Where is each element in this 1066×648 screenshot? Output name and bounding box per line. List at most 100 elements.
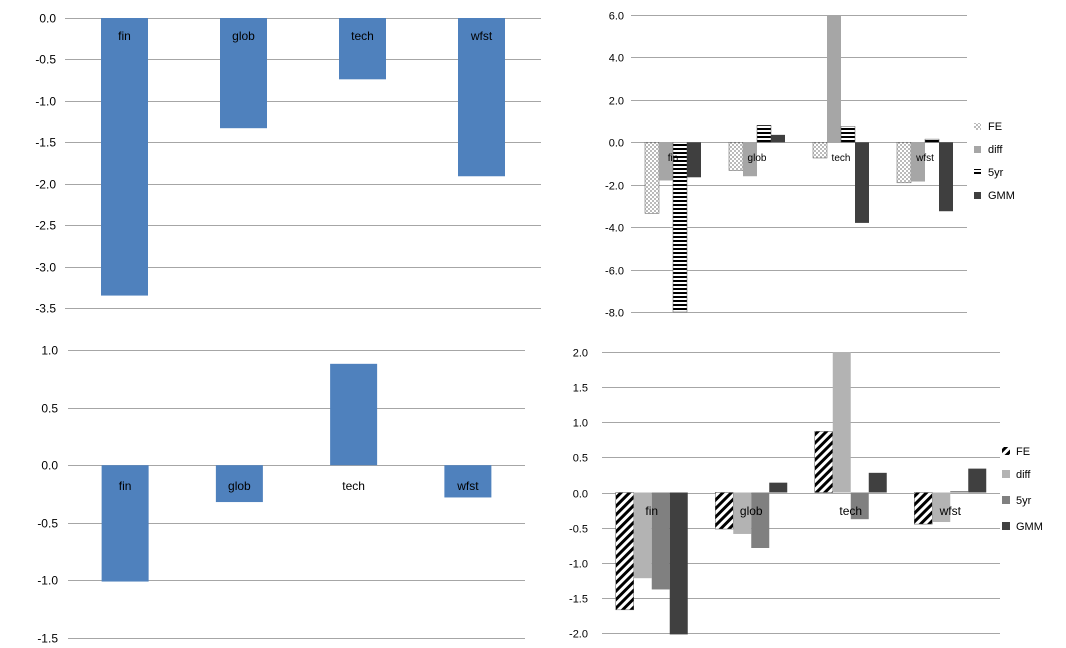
bar-wfst-FE [896, 142, 912, 184]
bar-wfst-5yr [924, 138, 940, 143]
legend-swatch-FE [974, 123, 981, 130]
category-label-fin: fin [119, 479, 132, 493]
bar-wfst-GMM [939, 142, 953, 212]
legend-swatch-GMM [1002, 522, 1010, 530]
bar-fin-GMM [687, 142, 701, 178]
category-label-tech: tech [839, 504, 862, 518]
bar-glob-5yr [751, 492, 770, 548]
y-tick-label: 2.0 [573, 348, 588, 360]
category-label-glob: glob [232, 29, 255, 43]
y-tick-label: -8.0 [605, 308, 624, 320]
bar-wfst-GMM [968, 468, 987, 493]
y-tick-label: 4.0 [609, 53, 624, 65]
category-label-fin: fin [118, 29, 131, 43]
bar-tech-5yr [850, 492, 869, 520]
bar-glob-diff [733, 492, 752, 534]
y-tick-label: 1.5 [573, 383, 588, 395]
y-tick-label: 2.0 [609, 96, 624, 108]
category-label-tech: tech [832, 153, 851, 164]
y-tick-label: -0.5 [35, 53, 56, 67]
legend-label-5yr: 5yr [988, 167, 1004, 179]
bar-wfst [444, 465, 492, 498]
legend-swatch-diff [974, 146, 981, 153]
category-label-wfst: wfst [456, 479, 479, 493]
legend-label-5yr: 5yr [1016, 495, 1032, 507]
bar-glob [215, 465, 263, 503]
bar-fin-FE [644, 142, 660, 214]
bar-tech [330, 363, 378, 466]
bar-glob-5yr [756, 125, 772, 143]
bar-tech-diff [832, 352, 851, 493]
bar-fin-GMM [669, 492, 688, 635]
category-label-glob: glob [748, 153, 767, 164]
y-tick-label: -0.5 [37, 517, 58, 531]
category-label-wfst: wfst [470, 29, 493, 43]
bar-wfst-diff [932, 492, 951, 523]
y-tick-label: -3.0 [35, 261, 56, 275]
bar-tech-FE [812, 142, 828, 159]
legend-label-diff: diff [1016, 469, 1031, 481]
y-tick-label: -3.5 [35, 302, 56, 316]
category-label-wfst: wfst [915, 153, 934, 164]
legend-label-FE: FE [1016, 446, 1030, 458]
y-tick-label: 0.0 [39, 12, 56, 26]
category-label-tech: tech [342, 479, 365, 493]
bar-glob-FE [728, 142, 744, 171]
y-tick-label: 6.0 [609, 11, 624, 23]
chart-2: 6.0 4.0 2.0 0.0 -2.0 -4.0 -6.0 -8.0 fin glob tech w… [605, 11, 1015, 320]
chart-4: 2.0 1.5 1.0 0.5 0.0 -0.5 -1.0 -1.5 -2.0 fin glob te… [569, 348, 1043, 641]
y-tick-label: -1.5 [37, 632, 58, 646]
legend-swatch-FE [1002, 447, 1010, 455]
legend-label-diff: diff [988, 144, 1003, 156]
y-tick-label: 1.0 [573, 418, 588, 430]
bar-wfst-5yr [950, 491, 969, 493]
category-label-glob: glob [740, 504, 763, 518]
bar-fin-diff [633, 492, 652, 579]
y-tick-label: -1.5 [569, 594, 588, 606]
bar-fin [101, 18, 148, 296]
y-tick-label: -4.0 [605, 223, 624, 235]
bar-fin-5yr [672, 142, 688, 313]
chart-1: 0.0 -0.5 -1.0 -1.5 -2.0 -2.5 -3.0 -3.5 fin glob te… [35, 12, 541, 316]
bar-tech [339, 18, 386, 80]
bar-tech-FE [814, 431, 833, 493]
y-tick-label: -6.0 [605, 266, 624, 278]
y-tick-label: 0.0 [609, 138, 624, 150]
y-tick-label: 0.0 [573, 489, 588, 501]
y-tick-label: -1.0 [37, 574, 58, 588]
bar-glob-FE [715, 492, 734, 530]
category-label-wfst: wfst [939, 504, 962, 518]
bar-tech-GMM [868, 472, 887, 493]
legend-swatch-5yr [974, 169, 981, 176]
legend-swatch-5yr [1002, 496, 1010, 504]
y-tick-label: 0.5 [41, 402, 58, 416]
category-label-fin: fin [668, 153, 679, 164]
bar-glob-GMM [769, 482, 788, 493]
bar-wfst-FE [914, 492, 933, 525]
bar-wfst-diff [911, 142, 925, 182]
bar-tech-GMM [855, 142, 869, 223]
category-label-tech: tech [351, 29, 374, 43]
y-tick-label: -0.5 [569, 524, 588, 536]
chart-3: 1.0 0.5 0.0 -0.5 -1.0 -1.5 fin glob tech wfst [37, 344, 525, 646]
y-tick-label: 1.0 [41, 344, 58, 358]
legend-label-GMM: GMM [988, 190, 1015, 202]
y-tick-label: -2.0 [569, 629, 588, 641]
bar-glob [220, 18, 267, 129]
bar-tech-diff [827, 15, 841, 143]
bar-wfst [458, 18, 505, 177]
category-label-fin: fin [645, 504, 658, 518]
bar-tech-5yr [840, 126, 856, 143]
bar-glob-GMM [771, 134, 785, 143]
bar-fin-5yr [651, 492, 670, 590]
bar-fin [101, 465, 149, 582]
y-tick-label: -2.0 [35, 178, 56, 192]
y-tick-label: -1.0 [569, 559, 588, 571]
legend-label-GMM: GMM [1016, 521, 1043, 533]
legend: FE diff 5yr GMM [1002, 446, 1043, 533]
y-tick-label: -1.0 [35, 95, 56, 109]
legend-label-FE: FE [988, 121, 1002, 133]
bar-fin-diff [659, 142, 673, 181]
y-tick-label: 0.0 [41, 459, 58, 473]
